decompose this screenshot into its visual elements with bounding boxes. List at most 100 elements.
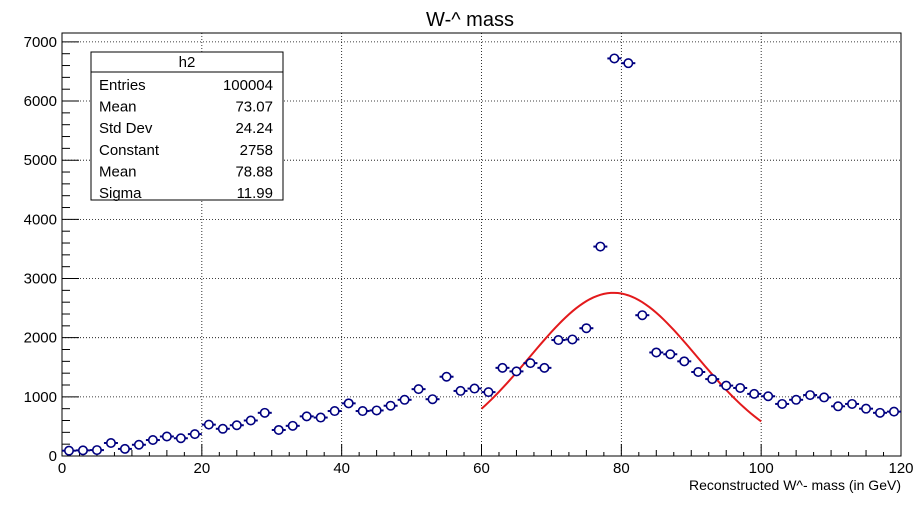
stats-box-title: h2	[179, 54, 196, 71]
marker	[287, 420, 298, 431]
marker	[735, 382, 746, 393]
marker	[427, 394, 438, 405]
marker	[539, 362, 550, 373]
data-point	[551, 335, 566, 346]
data-point	[299, 411, 314, 422]
data-point	[159, 431, 174, 442]
marker	[833, 401, 844, 412]
data-point	[271, 424, 286, 435]
chart-title: W-^ mass	[426, 9, 514, 31]
marker	[595, 241, 606, 252]
data-point	[691, 366, 706, 377]
marker	[721, 380, 732, 391]
x-tick-label: 20	[193, 460, 210, 477]
marker	[819, 392, 830, 403]
data-point	[803, 390, 818, 401]
marker	[497, 362, 508, 373]
marker	[567, 334, 578, 345]
data-point	[369, 405, 384, 416]
data-point	[215, 423, 230, 434]
data-point	[495, 362, 510, 373]
marker	[147, 435, 158, 446]
marker	[777, 398, 788, 409]
data-point	[845, 398, 860, 409]
stats-row-value: 24.24	[235, 120, 273, 137]
marker	[581, 323, 592, 334]
x-axis-label: Reconstructed W^- mass (in GeV)	[689, 477, 901, 493]
marker	[525, 358, 536, 369]
marker	[483, 387, 494, 398]
marker	[749, 388, 760, 399]
y-tick-label: 7000	[24, 34, 57, 51]
data-point	[201, 419, 216, 430]
data-point	[425, 394, 440, 405]
data-point	[663, 349, 678, 360]
x-tick-label: 60	[473, 460, 490, 477]
data-point	[313, 412, 328, 423]
marker	[469, 383, 480, 394]
marker	[245, 415, 256, 426]
data-point	[75, 445, 90, 456]
marker	[119, 443, 130, 454]
y-tick-label: 3000	[24, 271, 57, 288]
stats-row-value: 11.99	[237, 185, 273, 202]
x-tick-label: 0	[58, 460, 66, 477]
data-point	[187, 429, 202, 440]
marker	[91, 445, 102, 456]
marker	[273, 424, 284, 435]
marker	[175, 433, 186, 444]
marker	[301, 411, 312, 422]
marker	[637, 310, 648, 321]
marker	[763, 391, 774, 402]
data-point	[481, 387, 496, 398]
y-tick-label: 0	[49, 448, 57, 465]
data-point	[411, 384, 426, 395]
marker	[889, 406, 900, 417]
marker	[385, 400, 396, 411]
marker	[847, 398, 858, 409]
marker	[609, 53, 620, 64]
data-point	[537, 362, 552, 373]
data-point	[103, 437, 118, 448]
marker	[343, 398, 354, 409]
marker	[707, 374, 718, 385]
marker	[805, 390, 816, 401]
marker	[189, 429, 200, 440]
data-point	[705, 374, 720, 385]
marker	[77, 445, 88, 456]
x-tick-label: 40	[333, 460, 350, 477]
stats-row-label: Mean	[99, 99, 137, 116]
marker	[357, 406, 368, 417]
data-point	[649, 347, 664, 358]
data-point	[285, 420, 300, 431]
data-point	[243, 415, 258, 426]
marker	[315, 412, 326, 423]
data-point	[131, 439, 146, 450]
marker	[791, 394, 802, 405]
data-point	[439, 371, 454, 382]
marker	[231, 420, 242, 431]
data-point	[733, 382, 748, 393]
marker	[259, 407, 270, 418]
marker	[679, 356, 690, 367]
data-point	[635, 310, 650, 321]
data-point	[607, 53, 622, 64]
data-point	[355, 406, 370, 417]
marker	[399, 394, 410, 405]
stats-rows: Entries 100004 Mean 73.07 Std Dev 24.24 Consta…	[99, 77, 273, 202]
stats-row-value: 73.07	[235, 99, 273, 116]
data-point	[397, 394, 412, 405]
data-point	[789, 394, 804, 405]
marker	[511, 366, 522, 377]
data-point	[327, 406, 342, 417]
stats-box: h2 Entries 100004 Mean 73.07 Std Dev 24.24 Con…	[90, 51, 284, 202]
data-point	[593, 241, 608, 252]
x-tick-label: 100	[749, 460, 774, 477]
data-point	[873, 407, 888, 418]
data-point	[383, 400, 398, 411]
data-point	[89, 445, 104, 456]
stats-row-value: 100004	[223, 77, 273, 94]
data-point	[677, 356, 692, 367]
stats-row-label: Entries	[99, 77, 146, 94]
